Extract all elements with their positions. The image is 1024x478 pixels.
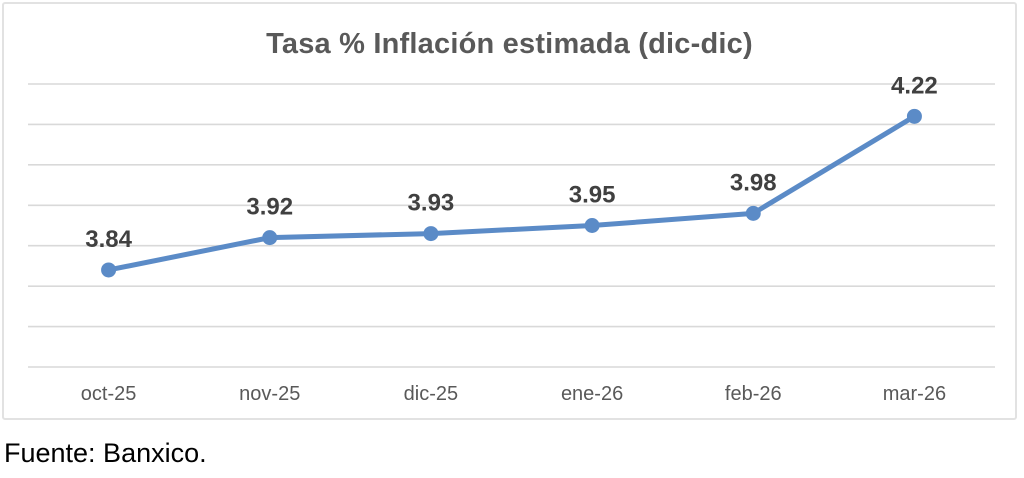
data-label: 3.95	[569, 182, 616, 209]
data-label: 4.22	[891, 72, 938, 99]
x-tick-label: mar-26	[883, 383, 946, 405]
x-tick-label: dic-25	[404, 383, 458, 405]
chart-title: Tasa % Inflación estimada (dic-dic)	[266, 28, 753, 60]
data-point	[906, 108, 922, 124]
data-point	[745, 205, 761, 221]
x-tick-label: ene-26	[561, 383, 623, 405]
data-label: 3.98	[730, 169, 777, 196]
x-tick-label: feb-26	[725, 383, 782, 405]
data-label: 3.92	[246, 194, 293, 221]
chart-container: Tasa % Inflación estimada (dic-dic)	[2, 2, 1017, 420]
data-label: 3.84	[85, 226, 132, 253]
data-label: 3.93	[408, 190, 455, 217]
x-tick-label: nov-25	[239, 383, 300, 405]
source-note: Fuente: Banxico.	[4, 438, 207, 468]
series-line	[106, 113, 917, 273]
data-point	[101, 262, 117, 278]
data-point	[423, 226, 439, 242]
data-point	[584, 218, 600, 233]
x-tick-label: oct-25	[81, 383, 137, 405]
data-point	[262, 230, 278, 246]
line-chart-plot: 3.84 3.92 3.93 3.95 3.98 4.22 oct-25 nov-25 dic-…	[28, 72, 995, 405]
